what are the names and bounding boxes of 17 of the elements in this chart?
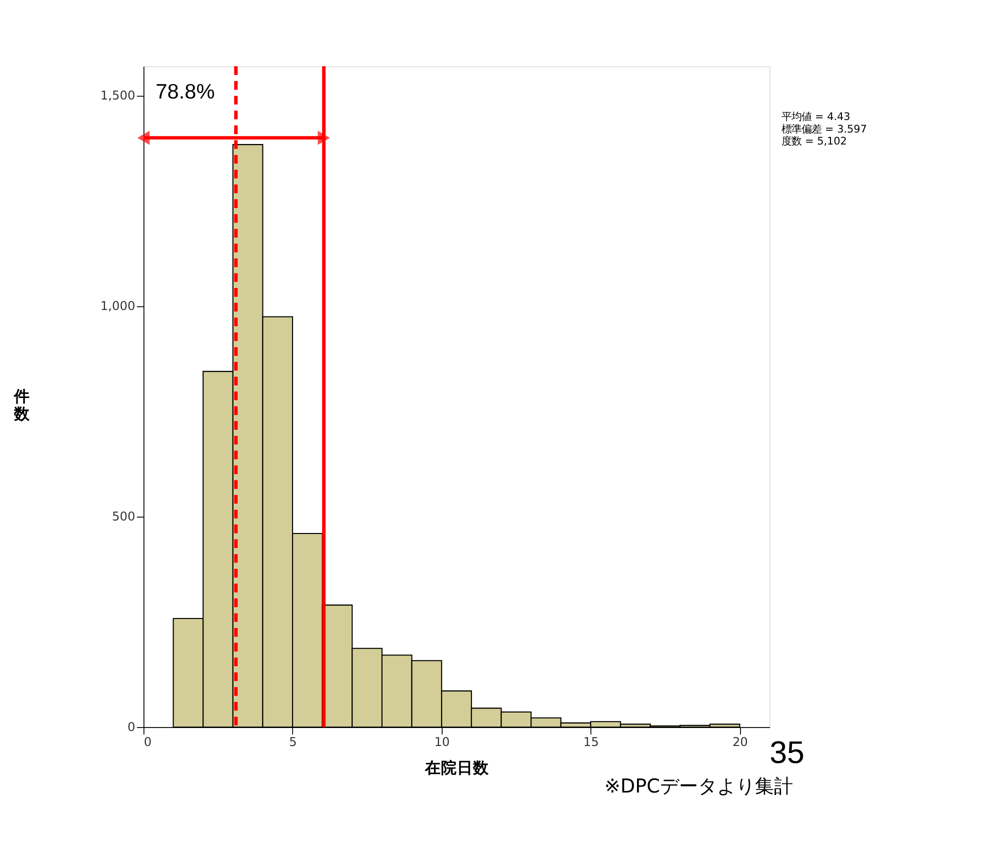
x-axis-title: 在院日数 [424, 758, 490, 777]
y-tick-label: 500 [112, 510, 136, 524]
text: 標準偏差 = 3.597 [782, 123, 867, 136]
x-tick-label: 5 [289, 734, 297, 749]
x-tick-label: 15 [583, 734, 599, 749]
text: ※DPCデータより集計 [604, 774, 793, 798]
annotation: 78.8% [156, 80, 215, 104]
y-tick-label: 0 [127, 720, 136, 734]
y-tick-label: 1,000 [100, 299, 136, 314]
text: 度数 = 5,102 [782, 136, 847, 148]
x-tick-label: 0 [144, 734, 152, 749]
y-axis-title: 件数 [13, 386, 32, 423]
y-tick-label: 1,500 [100, 88, 136, 103]
x-tick-label: 10 [434, 734, 450, 749]
text: 平均値 = 4.43 [782, 111, 850, 124]
x-tick-label: 20 [732, 734, 748, 749]
text: 35 [770, 734, 804, 770]
